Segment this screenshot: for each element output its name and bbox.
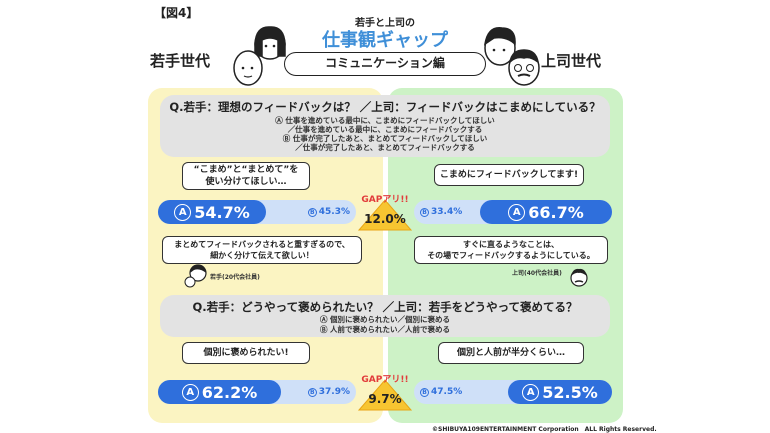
boss-avatar [570, 268, 588, 287]
young-bar-2-option-b: B 37.9% [307, 380, 350, 404]
boss-speech-bubble-1: こまめにフィードバックしてます! [434, 164, 584, 186]
boss-bar-2-option-a: A 52.5% [508, 380, 612, 404]
bubble-line: 個別と人前が半分くらい… [456, 348, 565, 358]
boss-bar-2: B 47.5% A 52.5% [414, 380, 612, 404]
header-banner: コミュニケーション編 [284, 52, 486, 76]
question-1-title: Q.若手：理想のフィードバックは？ ／上司：フィードバックはこまめにしている？ [169, 100, 601, 114]
gap-1-label: GAPアリ!! [361, 195, 409, 205]
comment-line: その場でフィードバックするようにしている。 [427, 251, 595, 260]
gap-2-label: GAPアリ!! [361, 375, 409, 385]
boss-comment-1: すぐに直るようなことは、 その場でフィードバックするようにしている。 [414, 236, 608, 264]
bubble-line: こまめにフィードバックしてます! [439, 170, 579, 180]
question-1-line: ／仕事を進めている最中に、こまめにフィードバックする [287, 125, 483, 134]
young-bar-1-b-value: 45.3% [318, 207, 350, 217]
option-b-mark: B [307, 387, 317, 397]
comment-line: すぐに直るようなことは、 [463, 240, 559, 249]
young-generation-label: 若手世代 [150, 52, 211, 70]
young-bar-1-a-value: 54.7% [194, 202, 250, 222]
young-comment-1: まとめてフィードバックされると重すぎるので、 細かく分けて伝えて欲しい！ [162, 236, 362, 264]
question-2-line: Ⓐ 個別に褒められたい／個別に褒める [319, 315, 451, 324]
option-b-mark: B [307, 207, 317, 217]
question-2-title: Q.若手：どうやって褒められたい？ ／上司：若手をどうやって褒めてる？ [192, 300, 578, 314]
header-subtitle: 若手と上司の [355, 18, 415, 29]
young-bar-2-a-value: 62.2% [201, 382, 258, 402]
copyright: ©SHIBUYA109ENTERTAINMENT Corporation ALL… [432, 426, 657, 433]
figure-label: 【図4】 [154, 6, 199, 20]
boss-bar-1-option-a: A 66.7% [480, 200, 612, 224]
young-bar-2-option-a: A 62.2% [158, 380, 281, 404]
option-a-mark: A [181, 383, 199, 401]
option-b-mark: B [420, 387, 429, 397]
gap-1-value: 12.0% [364, 212, 406, 226]
young-speech-bubble-2: 個別に褒められたい! [182, 342, 310, 364]
boss-bar-1-b-value: 33.4% [431, 207, 463, 217]
young-speaker: 若手(20代会社員) [210, 274, 260, 281]
boss-bar-1-a-value: 66.7% [528, 202, 584, 222]
option-a-mark: A [508, 203, 526, 221]
comment-line: 細かく分けて伝えて欲しい！ [210, 251, 314, 260]
option-a-mark: A [174, 203, 192, 221]
boss-speaker: 上司(40代会社員) [512, 270, 562, 277]
boss-people-illustration [483, 27, 540, 86]
option-a-mark: A [522, 383, 540, 401]
question-2-line: Ⓑ 人前で褒められたい／人前で褒める [319, 325, 451, 334]
boss-bar-1: B 33.4% A 66.7% [414, 200, 612, 224]
young-bar-1: A 54.7% B 45.3% [158, 200, 356, 224]
young-bar-2: A 62.2% B 37.9% [158, 380, 356, 404]
boss-bar-2-a-value: 52.5% [542, 382, 598, 402]
boss-speech-bubble-2: 個別と人前が半分くらい… [438, 342, 584, 364]
young-bar-1-option-b: B 45.3% [307, 200, 350, 224]
question-1-line: Ⓐ 仕事を進めている最中に、こまめにフィードバックしてほしい [275, 116, 495, 125]
boss-bar-2-b-value: 47.5% [431, 387, 463, 397]
bubble-line: 個別に褒められたい! [203, 348, 289, 358]
young-bar-2-b-value: 37.9% [318, 387, 350, 397]
young-speech-bubble-1: “こまめ”と“まとめて”を 使い分けてほしい… [182, 162, 310, 190]
young-avatar [184, 264, 207, 288]
question-2-box: Q.若手：どうやって褒められたい？ ／上司：若手をどうやって褒めてる？ Ⓐ 個別… [160, 295, 610, 337]
boss-bar-2-option-b: B 47.5% [420, 380, 462, 404]
young-bar-1-option-a: A 54.7% [158, 200, 266, 224]
question-1-line: Ⓑ 仕事が完了したあと、まとめてフィードバックしてほしい [282, 134, 488, 143]
option-b-mark: B [420, 207, 429, 217]
bubble-line: “こまめ”と“まとめて”を [193, 165, 299, 175]
gap-warning-triangle [357, 379, 413, 411]
gap-2-value: 9.7% [368, 392, 402, 406]
question-1-box: Q.若手：理想のフィードバックは？ ／上司：フィードバックはこまめにしている？ … [160, 95, 610, 157]
boss-bar-1-option-b: B 33.4% [420, 200, 462, 224]
boss-generation-label: 上司世代 [541, 52, 602, 70]
gap-warning-triangle [357, 199, 413, 231]
header-title: 仕事観ギャップ [322, 30, 448, 51]
bubble-line: 使い分けてほしい… [205, 177, 287, 187]
question-1-line: ／仕事が完了したあと、まとめてフィードバックする [295, 143, 475, 152]
comment-line: まとめてフィードバックされると重すぎるので、 [174, 240, 350, 249]
young-people-illustration [233, 26, 286, 86]
